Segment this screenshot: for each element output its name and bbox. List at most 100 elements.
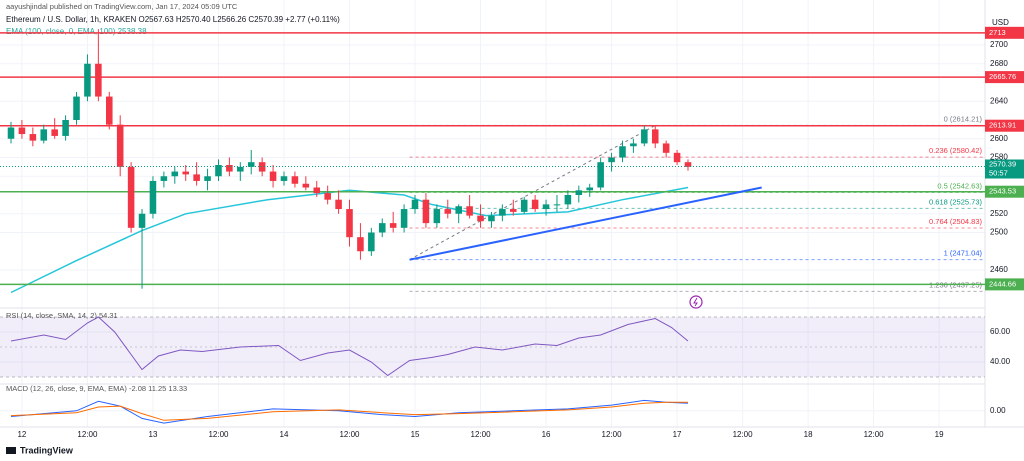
- candle-body: [51, 129, 58, 136]
- alert-circle[interactable]: [689, 295, 703, 309]
- brand: TradingView: [6, 445, 74, 455]
- candle-body: [313, 187, 321, 194]
- candle-body: [378, 223, 386, 233]
- candle-body: [171, 171, 179, 177]
- fib-label: 1 (2471.04): [944, 249, 983, 258]
- candle-body: [411, 199, 419, 210]
- candle-body: [302, 183, 310, 188]
- last-price-tag: [985, 159, 1024, 179]
- alert-icon[interactable]: [689, 295, 703, 309]
- candle-body: [258, 162, 266, 172]
- candle-body: [553, 204, 561, 206]
- candle-body: [673, 152, 681, 163]
- y-tick-label: 2680: [990, 59, 1008, 68]
- candle-body: [324, 193, 331, 200]
- y-tick-label: 2520: [990, 209, 1008, 218]
- level-tag: [985, 185, 1024, 198]
- y-tick-label: 2460: [990, 265, 1008, 274]
- candle-body: [95, 63, 102, 97]
- level-tag-label: 2665.76: [989, 72, 1016, 81]
- y-tick-label: 40.00: [990, 357, 1011, 366]
- level-tag-label: 2543.53: [989, 187, 1016, 196]
- candle-body: [433, 209, 441, 224]
- x-tick-label: 14: [280, 430, 289, 439]
- x-tick-label: 19: [935, 430, 944, 439]
- candle-body: [215, 165, 222, 177]
- candle-body: [237, 166, 244, 172]
- y-tick-label: 2500: [990, 228, 1008, 237]
- level-tag-label: 2713: [989, 28, 1006, 37]
- candle-body: [269, 171, 277, 181]
- candle-body: [619, 146, 626, 158]
- candle-body: [466, 206, 473, 216]
- fib-label: 0 (2614.21): [944, 114, 983, 123]
- brand-name: TradingView: [20, 445, 74, 455]
- brand-logo: [6, 447, 16, 454]
- symbol-info: Ethereum / U.S. Dollar, 1h, KRAKEN O2567…: [6, 15, 340, 24]
- candle-body: [182, 171, 189, 175]
- candle-body: [477, 215, 484, 222]
- level-tag: [985, 71, 1024, 84]
- level-tag: [985, 119, 1024, 132]
- x-tick-label: 12:00: [602, 430, 623, 439]
- alert-bolt[interactable]: [693, 297, 698, 307]
- level-tag: [985, 26, 1024, 39]
- y-tick-label: 2700: [990, 40, 1008, 49]
- candle-body: [291, 176, 299, 184]
- publisher: aayushjindal published on TradingView.co…: [6, 2, 238, 11]
- indicator-title: RSI (14, close, SMA, 14, 2) 54.31: [6, 311, 118, 320]
- candle-body: [520, 199, 528, 212]
- candle-body: [106, 96, 113, 125]
- candle-body: [73, 96, 80, 120]
- candle-body: [422, 199, 430, 224]
- candle-body: [18, 127, 26, 135]
- candle-body: [193, 174, 200, 181]
- fib-label: 0.236 (2580.42): [929, 146, 982, 155]
- candle-body: [138, 213, 146, 228]
- candle-body: [488, 215, 495, 222]
- x-tick-label: 17: [673, 430, 682, 439]
- candle-body: [662, 143, 670, 153]
- y-tick-label: 2580: [990, 153, 1008, 162]
- y-tick-label: 0.00: [990, 406, 1006, 415]
- level-tag-label: 2613.91: [989, 121, 1016, 130]
- fib-label: 0.618 (2525.73): [929, 197, 982, 206]
- fib-label: 0.5 (2542.63): [937, 182, 982, 191]
- x-tick-label: 12:00: [77, 430, 98, 439]
- candle-body: [499, 209, 506, 216]
- x-tick-label: 12:00: [733, 430, 754, 439]
- x-tick-label: 13: [149, 430, 158, 439]
- candle-body: [630, 143, 637, 147]
- rsi-band: [0, 316, 985, 378]
- candle-body: [280, 176, 288, 181]
- candle-body: [510, 209, 517, 212]
- candle-body: [40, 129, 48, 141]
- candle-body: [641, 129, 648, 144]
- ema-line: [10, 186, 689, 294]
- countdown: 50:57: [989, 168, 1008, 177]
- y-tick-label: 2600: [990, 134, 1008, 143]
- candle-body: [247, 162, 255, 167]
- indicator-line: [10, 399, 689, 424]
- currency: USD: [992, 18, 1009, 27]
- candle-body: [7, 127, 15, 139]
- indicator-line: [10, 316, 689, 377]
- x-tick-label: 12:00: [471, 430, 492, 439]
- candle-body: [389, 223, 397, 228]
- x-tick-label: 15: [411, 430, 420, 439]
- candle-body: [62, 120, 69, 136]
- candle-body: [455, 206, 462, 214]
- candle-body: [29, 134, 37, 141]
- ema-legend: EMA (100, close, 0, EMA, 100) 2538.38: [6, 27, 147, 36]
- candle-body: [400, 209, 408, 228]
- candle-body: [542, 204, 550, 210]
- x-tick-label: 12:00: [339, 430, 360, 439]
- x-tick-label: 12:00: [864, 430, 885, 439]
- last-price-label: 2570.39: [989, 159, 1016, 168]
- x-tick-label: 18: [804, 430, 813, 439]
- x-tick-label: 12: [17, 430, 26, 439]
- candle-body: [226, 165, 233, 172]
- candle-body: [444, 209, 452, 214]
- candle-body: [160, 176, 168, 181]
- candle-body: [116, 124, 124, 167]
